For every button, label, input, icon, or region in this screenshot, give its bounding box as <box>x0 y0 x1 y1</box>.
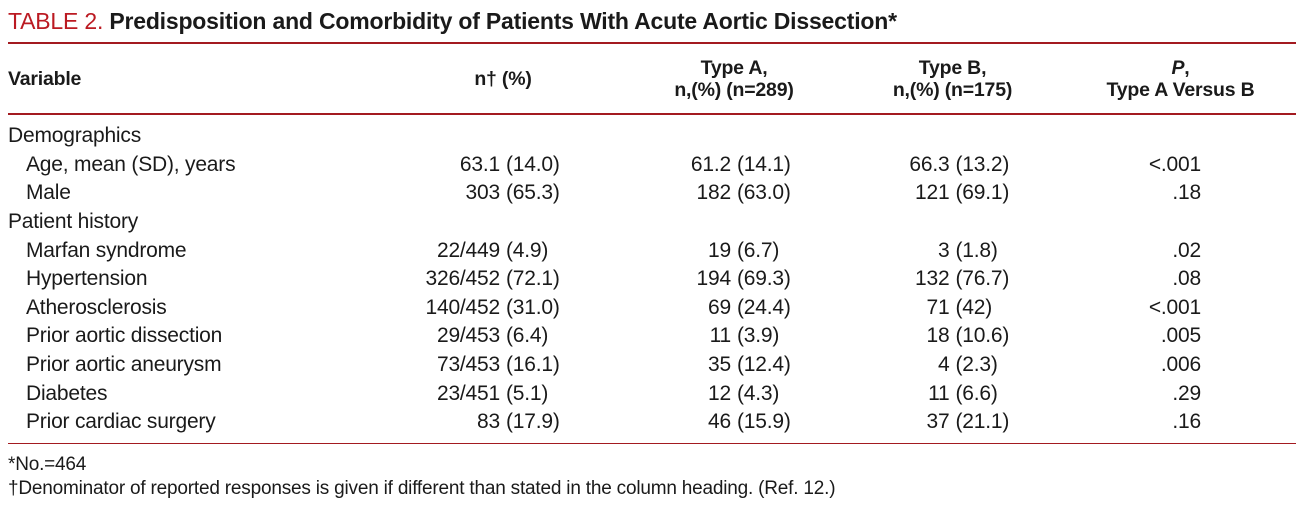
table-caption: Predisposition and Comorbidity of Patien… <box>109 8 897 34</box>
cell-type-b: 4 (2.3) <box>938 353 998 377</box>
cell-type-b: 66.3 (13.2) <box>909 152 1010 176</box>
cell-type-b: 18 (10.6) <box>926 324 1010 348</box>
table-row: Male 303 (65.3) 182 (63.0) 121 (69.1) .18 <box>8 179 1296 208</box>
column-header-n-total: n† (%) <box>474 67 532 90</box>
cell-type-a: 46 (15.9) <box>708 410 791 434</box>
row-label: Age, mean (SD), years <box>26 152 236 176</box>
cell-n-total: 83 (17.9) <box>477 410 560 434</box>
footnote-sample-size: *No.=464 <box>8 454 87 476</box>
table-title: TABLE 2. Predisposition and Comorbidity … <box>8 0 1296 34</box>
column-header-type-b: Type B, n,(%) (n=175) <box>840 57 1065 101</box>
column-header-type-a: Type A, n,(%) (n=289) <box>628 57 840 101</box>
column-header-type-a-line1: Type A, <box>700 56 768 79</box>
table-row: Age, mean (SD), years 63.1 (14.0) 61.2 (14… <box>8 151 1296 180</box>
cell-p-value: .29 <box>1172 381 1201 405</box>
cell-p-value: <.001 <box>1148 152 1201 176</box>
column-header-type-a-line2: n,(%) (n=289) <box>674 78 794 101</box>
table-row: Demographics <box>8 122 1296 151</box>
row-label: Prior aortic dissection <box>26 324 223 348</box>
cell-type-a: 35 (12.4) <box>708 353 791 377</box>
table-row: Prior aortic aneurysm 73/453 (16.1) 35 (12… <box>8 351 1296 380</box>
table-body: Demographics Age, mean (SD), years 63.1(… <box>8 115 1296 443</box>
column-header-variable: Variable <box>8 67 82 90</box>
column-header-type-b-line1: Type B, <box>918 56 987 79</box>
cell-type-a: 69 (24.4) <box>708 295 791 319</box>
row-label: Hypertension <box>26 267 148 291</box>
cell-type-a: 19 (6.7) <box>708 238 780 262</box>
table-row: Patient history <box>8 208 1296 237</box>
cell-type-b: 3 (1.8) <box>938 238 998 262</box>
column-header-type-b-line2: n,(%) (n=175) <box>892 78 1013 101</box>
column-header-p-value: P, Type A Versus B <box>1065 57 1296 101</box>
column-header-p-line2: Type A Versus B <box>1106 78 1255 101</box>
cell-type-b: 71 (42) <box>926 295 993 319</box>
cell-type-b: 11 (6.6) <box>928 381 998 405</box>
cell-p-value: .16 <box>1172 410 1201 434</box>
cell-type-b: 121 (69.1) <box>915 181 1010 205</box>
cell-n-total: 23/451 (5.1) <box>436 381 549 405</box>
cell-n-total: 73/453 (16.1) <box>436 353 560 377</box>
row-label: Marfan syndrome <box>26 238 187 262</box>
cell-type-a: 61.2 (14.1) <box>690 152 791 176</box>
cell-p-value: <.001 <box>1148 295 1201 319</box>
cell-p-value: .18 <box>1172 181 1201 205</box>
cell-p-value: .02 <box>1172 238 1201 262</box>
table-row: Prior aortic dissection 29/453 (6.4) 11 (3… <box>8 322 1296 351</box>
cell-n-total: 140/452 (31.0) <box>425 295 560 319</box>
table-header-row: Variable n† (%) Type A, n,(%) (n=289) Ty… <box>8 44 1296 113</box>
table-row: Atherosclerosis 140/452 (31.0) 69 (24.4) 7… <box>8 294 1296 323</box>
footnote-denominator: †Denominator of reported responses is gi… <box>8 477 836 499</box>
cell-type-a: 11 (3.9) <box>709 324 780 348</box>
cell-p-value: .08 <box>1172 267 1201 291</box>
row-label: Male <box>26 181 71 205</box>
cell-type-a: 182 (63.0) <box>696 181 791 205</box>
bottom-rule <box>8 442 1296 445</box>
cell-n-total: 22/449 (4.9) <box>436 238 549 262</box>
table-footnotes: *No.=464 †Denominator of reported respon… <box>8 444 1296 500</box>
cell-type-a: 12 (4.3) <box>708 381 780 405</box>
column-header-p-line1: P, <box>1171 56 1190 79</box>
cell-n-total: 326/452 (72.1) <box>425 267 560 291</box>
table-row: Prior cardiac surgery 83 (17.9) 46 (15.9) … <box>8 408 1296 437</box>
cell-type-a: 194 (69.3) <box>696 267 791 291</box>
table-row: Marfan syndrome 22/449 (4.9) 19 (6.7) 3 (1.… <box>8 236 1296 265</box>
cell-n-total: 63.1 (14.0) <box>459 152 560 176</box>
cell-n-total: 29/453 (6.4) <box>436 324 549 348</box>
cell-type-b: 132 (76.7) <box>915 267 1010 291</box>
cell-p-value: .006 <box>1160 353 1201 377</box>
row-label: Demographics <box>8 124 141 148</box>
row-label: Atherosclerosis <box>26 295 167 319</box>
cell-type-b: 37 (21.1) <box>926 410 1010 434</box>
table-row: Diabetes 23/451 (5.1) 12 (4.3) 11 (6.6) .29 <box>8 379 1296 408</box>
row-label: Patient history <box>8 210 139 234</box>
table-row: Hypertension 326/452 (72.1) 194 (69.3) 132… <box>8 265 1296 294</box>
table-number: TABLE 2. <box>8 8 104 34</box>
row-label: Diabetes <box>26 381 108 405</box>
cell-p-value: .005 <box>1160 324 1201 348</box>
row-label: Prior cardiac surgery <box>26 410 216 434</box>
row-label: Prior aortic aneurysm <box>26 353 222 377</box>
header-rule <box>8 113 1296 115</box>
top-rule <box>8 42 1296 44</box>
cell-n-total: 303 (65.3) <box>465 181 560 205</box>
